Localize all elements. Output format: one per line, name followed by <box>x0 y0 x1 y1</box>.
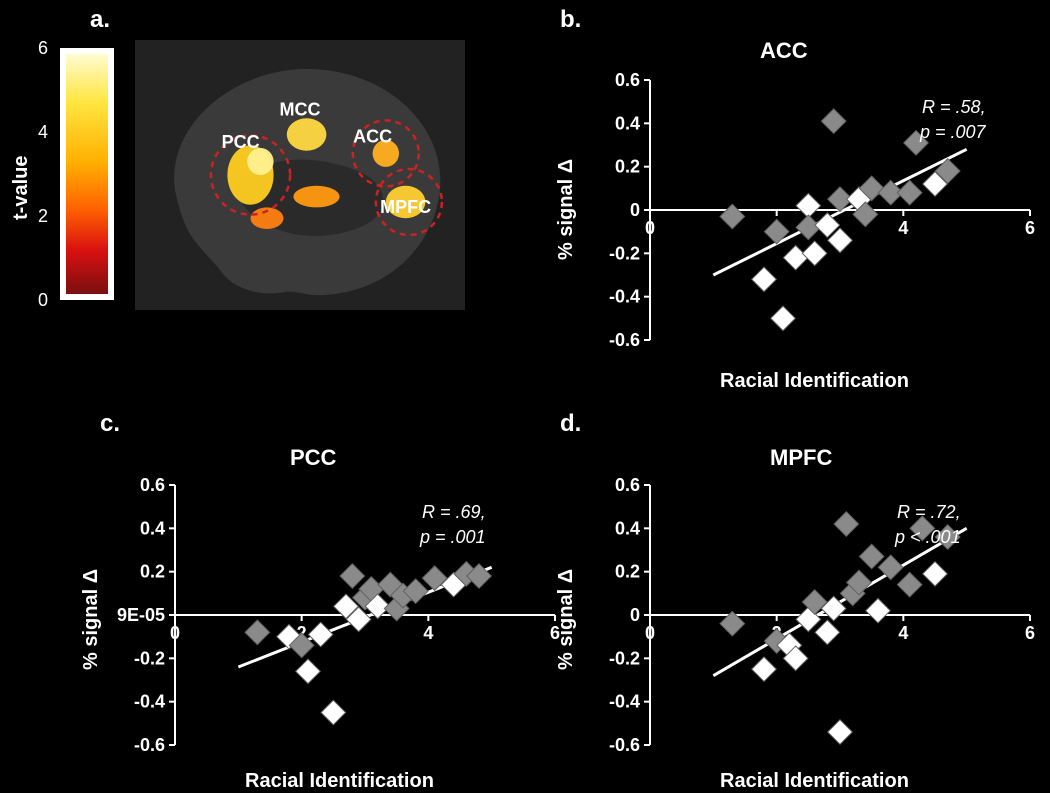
svg-text:0.6: 0.6 <box>615 475 640 495</box>
panel-c-stats: R = .69, p = .001 <box>420 500 486 550</box>
colorbar-frame <box>60 48 114 300</box>
panel-c-xlabel: Racial Identification <box>245 770 434 793</box>
svg-text:-0.6: -0.6 <box>609 330 640 350</box>
svg-text:4: 4 <box>898 623 908 643</box>
svg-text:0.2: 0.2 <box>615 157 640 177</box>
svg-text:-0.4: -0.4 <box>609 287 640 307</box>
panel-b-r: .58 <box>956 97 981 117</box>
svg-text:4: 4 <box>898 218 908 238</box>
panel-b-xlabel: Racial Identification <box>720 370 909 393</box>
svg-text:9E-05: 9E-05 <box>117 605 165 625</box>
colorbar-tick: 6 <box>38 38 48 59</box>
svg-text:MPFC: MPFC <box>380 197 431 217</box>
panel-d-xlabel: Racial Identification <box>720 770 909 793</box>
svg-text:-0.6: -0.6 <box>609 735 640 755</box>
panel-b-title: ACC <box>760 38 808 64</box>
svg-text:-0.2: -0.2 <box>609 648 640 668</box>
svg-text:4: 4 <box>423 623 433 643</box>
svg-text:0.4: 0.4 <box>140 518 165 538</box>
scatter-c: 02460.60.40.29E-05-0.2-0.4-0.6 <box>95 475 565 785</box>
svg-text:0.2: 0.2 <box>615 562 640 582</box>
panel-d-r: .72 <box>931 502 956 522</box>
brain-image: PCC MCC ACC MPFC <box>135 40 465 310</box>
panel-d-title: MPFC <box>770 445 832 471</box>
svg-text:0.2: 0.2 <box>140 562 165 582</box>
scatter-d: 02460.60.40.20-0.2-0.4-0.6 <box>570 475 1040 785</box>
panel-c-label: c. <box>100 410 120 438</box>
svg-text:0.4: 0.4 <box>615 518 640 538</box>
svg-text:0: 0 <box>630 605 640 625</box>
panel-c-title: PCC <box>290 445 336 471</box>
panel-a-label: a. <box>90 6 110 34</box>
panel-b-p: .007 <box>951 122 986 142</box>
svg-text:-0.2: -0.2 <box>134 648 165 668</box>
svg-text:PCC: PCC <box>222 132 260 152</box>
svg-text:0: 0 <box>645 218 655 238</box>
panel-d-p: < .001 <box>910 527 961 547</box>
svg-text:-0.6: -0.6 <box>134 735 165 755</box>
svg-text:0.6: 0.6 <box>140 475 165 495</box>
svg-text:0: 0 <box>630 200 640 220</box>
panel-b-stats: R = .58, p = .007 <box>920 95 986 145</box>
svg-text:-0.4: -0.4 <box>609 692 640 712</box>
tvalue-axis-label: t-value <box>10 156 33 220</box>
svg-text:-0.2: -0.2 <box>609 243 640 263</box>
colorbar-tick: 4 <box>38 122 48 143</box>
svg-text:6: 6 <box>1025 623 1035 643</box>
panel-d-label: d. <box>560 410 581 438</box>
panel-d-stats: R = .72, p < .001 <box>895 500 961 550</box>
svg-text:MCC: MCC <box>280 100 321 120</box>
panel-b-label: b. <box>560 6 581 34</box>
svg-text:0.6: 0.6 <box>615 70 640 90</box>
svg-text:0: 0 <box>645 623 655 643</box>
svg-text:0: 0 <box>170 623 180 643</box>
colorbar-tick: 0 <box>38 290 48 311</box>
svg-text:0.4: 0.4 <box>615 113 640 133</box>
panel-c-r: .69 <box>456 502 481 522</box>
svg-text:-0.4: -0.4 <box>134 692 165 712</box>
svg-text:ACC: ACC <box>353 127 392 147</box>
svg-text:6: 6 <box>1025 218 1035 238</box>
panel-c-p: .001 <box>451 527 486 547</box>
colorbar-tick: 2 <box>38 206 48 227</box>
colorbar-gradient <box>66 54 108 294</box>
